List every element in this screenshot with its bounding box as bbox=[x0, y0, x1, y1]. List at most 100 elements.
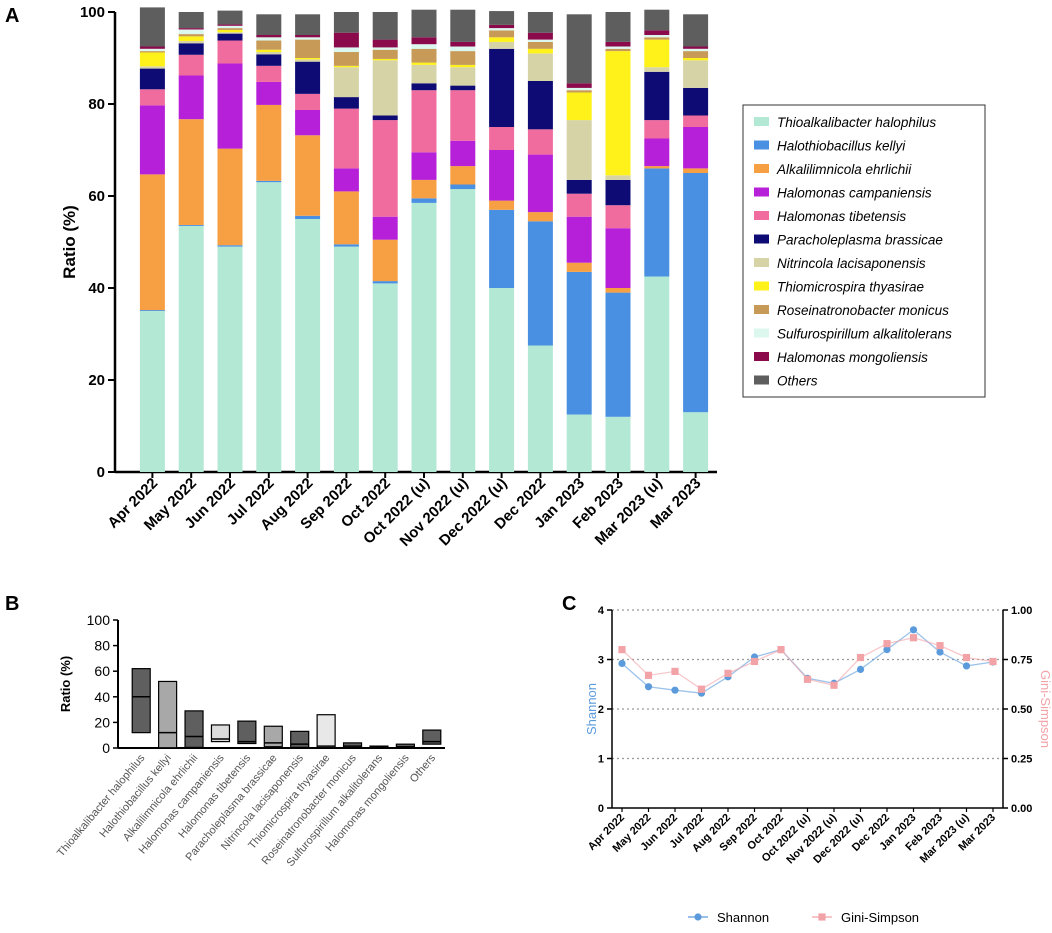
bar-others bbox=[178, 12, 204, 29]
bar-thioalkalibacter-halophilus bbox=[683, 412, 709, 472]
bar-halomonas-mongoliensis bbox=[333, 32, 359, 48]
bar-paracholeplasma-brassicae bbox=[178, 43, 204, 55]
bar-halomonas-tibetensis bbox=[566, 193, 592, 217]
point-shannon bbox=[618, 659, 626, 668]
bar-halomonas-campaniensis bbox=[411, 152, 437, 180]
bar-nitrincola-lacisaponensis bbox=[411, 64, 437, 84]
bar-halomonas-tibetensis bbox=[450, 90, 476, 141]
point-gini-simpson bbox=[909, 634, 918, 642]
bar-halomonas-campaniensis bbox=[139, 105, 165, 175]
box-thiomicrospira-thyasirae bbox=[316, 714, 336, 749]
bar-thiomicrospira-thyasirae bbox=[527, 48, 553, 54]
point-shannon bbox=[883, 646, 891, 654]
legend-label-others: Others bbox=[777, 374, 818, 389]
box-paracholeplasma-brassicae bbox=[263, 725, 283, 748]
bar-sulfurospirillum-alkalitolerans bbox=[295, 37, 321, 40]
bar-paracholeplasma-brassicae bbox=[527, 81, 553, 130]
point-gini-simpson bbox=[962, 653, 971, 662]
bar-roseinatronobacter-monicus bbox=[139, 51, 165, 53]
bar-halomonas-campaniensis bbox=[217, 63, 243, 149]
bar-alkalilimnicola-ehrlichii bbox=[217, 148, 243, 246]
bar-halomonas-mongoliensis bbox=[178, 28, 204, 30]
point-gini-simpson bbox=[724, 669, 732, 677]
point-shannon bbox=[671, 686, 679, 694]
bar-thiomicrospira-thyasirae bbox=[256, 49, 282, 53]
bar-halothiobacillus-kellyi bbox=[644, 168, 670, 277]
panel-a-letter: A bbox=[5, 5, 19, 27]
bar-paracholeplasma-brassicae bbox=[372, 115, 398, 121]
panel-a-y-tick-label: 100 bbox=[80, 4, 105, 21]
panel-a-y-tick-label: 40 bbox=[88, 280, 105, 297]
bar-halomonas-campaniensis bbox=[605, 228, 631, 288]
bar-paracholeplasma-brassicae bbox=[450, 85, 476, 91]
legend-label-paracholeplasma-brassicae: Paracholeplasma brassicae bbox=[777, 233, 943, 248]
bar-nitrincola-lacisaponensis bbox=[683, 60, 709, 88]
bar-halomonas-campaniensis bbox=[372, 216, 398, 240]
bar-others bbox=[605, 12, 631, 42]
bar-roseinatronobacter-monicus bbox=[683, 51, 709, 58]
legend-swatch-halomonas-tibetensis bbox=[754, 211, 769, 220]
bar-nitrincola-lacisaponensis bbox=[372, 60, 398, 116]
legend-swatch-nitrincola-lacisaponensis bbox=[754, 258, 769, 267]
bar-paracholeplasma-brassicae bbox=[605, 179, 631, 206]
bar-halothiobacillus-kellyi bbox=[178, 224, 204, 226]
bar-sulfurospirillum-alkalitolerans bbox=[411, 44, 437, 49]
bar-halomonas-tibetensis bbox=[644, 120, 670, 139]
bar-nitrincola-lacisaponensis bbox=[644, 67, 670, 72]
bar-halothiobacillus-kellyi bbox=[372, 281, 398, 284]
bar-thioalkalibacter-halophilus bbox=[295, 219, 321, 472]
bar-thiomicrospira-thyasirae bbox=[566, 92, 592, 121]
box-halomonas-mongoliensis bbox=[395, 743, 415, 749]
panel-c-right-tick-label: 0.00 bbox=[1011, 803, 1032, 815]
bar-nitrincola-lacisaponensis bbox=[178, 40, 204, 44]
bar-roseinatronobacter-monicus bbox=[256, 40, 282, 50]
bar-halomonas-campaniensis bbox=[295, 109, 321, 136]
bar-halomonas-mongoliensis bbox=[644, 30, 670, 35]
bar-halomonas-tibetensis bbox=[333, 108, 359, 169]
bar-halothiobacillus-kellyi bbox=[411, 198, 437, 203]
bar-alkalilimnicola-ehrlichii bbox=[372, 239, 398, 282]
bar-alkalilimnicola-ehrlichii bbox=[644, 166, 670, 169]
panel-c-left-tick-label: 4 bbox=[598, 605, 605, 617]
bar-halomonas-campaniensis bbox=[333, 168, 359, 192]
panel-c-right-tick-label: 0.25 bbox=[1011, 754, 1032, 766]
bar-thiomicrospira-thyasirae bbox=[217, 29, 243, 33]
bar-halothiobacillus-kellyi bbox=[489, 209, 515, 288]
legend-swatch-roseinatronobacter-monicus bbox=[754, 305, 769, 314]
panel-b-y-tick-label: 0 bbox=[102, 740, 110, 756]
panel-c-left-tick-label: 2 bbox=[598, 704, 604, 716]
panel-c-right-axis-title: Gini-Simpson bbox=[1038, 670, 1052, 748]
bar-paracholeplasma-brassicae bbox=[683, 87, 709, 116]
panel-b-y-tick-label: 100 bbox=[87, 612, 111, 628]
bar-sulfurospirillum-alkalitolerans bbox=[566, 87, 592, 91]
point-shannon bbox=[909, 626, 918, 634]
panel-c-left-tick-label: 3 bbox=[598, 655, 604, 667]
bar-halomonas-mongoliensis bbox=[295, 35, 321, 38]
bar-halomonas-tibetensis bbox=[139, 89, 165, 106]
panel-c-legend: Shannon Gini-Simpson bbox=[688, 910, 919, 925]
bar-others bbox=[295, 14, 321, 36]
bar-alkalilimnicola-ehrlichii bbox=[683, 168, 709, 173]
point-gini-simpson bbox=[697, 685, 706, 693]
panel-b-y-tick-label: 60 bbox=[94, 663, 110, 679]
box-others bbox=[422, 729, 442, 745]
bar-halomonas-mongoliensis bbox=[683, 46, 709, 49]
bar-halomonas-mongoliensis bbox=[450, 41, 476, 47]
bar-halomonas-mongoliensis bbox=[256, 35, 282, 38]
bar-sulfurospirillum-alkalitolerans bbox=[372, 47, 398, 50]
box-roseinatronobacter-monicus bbox=[342, 742, 363, 749]
bar-halomonas-mongoliensis bbox=[372, 39, 398, 48]
bar-alkalilimnicola-ehrlichii bbox=[178, 119, 204, 225]
legend-swatch-thiomicrospira-thyasirae bbox=[754, 281, 769, 291]
panel-b-y-tick-label: 80 bbox=[94, 638, 110, 654]
legend-marker-shannon bbox=[694, 913, 702, 921]
bar-others bbox=[411, 9, 437, 38]
bar-halomonas-tibetensis bbox=[411, 90, 437, 153]
bar-sulfurospirillum-alkalitolerans bbox=[256, 37, 282, 41]
bar-nitrincola-lacisaponensis bbox=[605, 175, 631, 180]
bar-halomonas-mongoliensis bbox=[489, 24, 515, 29]
bar-roseinatronobacter-monicus bbox=[333, 52, 359, 66]
legend-swatch-halomonas-mongoliensis bbox=[754, 352, 769, 361]
bar-thiomicrospira-thyasirae bbox=[411, 62, 437, 65]
legend-marker-gini-simpson bbox=[818, 913, 826, 921]
